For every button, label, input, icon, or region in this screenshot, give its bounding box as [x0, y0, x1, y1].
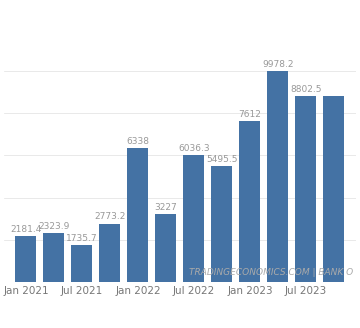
Text: TRADINGECONOMICS.COM | BANK O: TRADINGECONOMICS.COM | BANK O [189, 268, 353, 277]
Bar [156, 214, 176, 282]
Bar [127, 148, 148, 282]
Bar [184, 155, 204, 282]
Bar [15, 236, 36, 282]
Text: 6338: 6338 [126, 137, 149, 146]
Text: 3227: 3227 [155, 203, 177, 212]
Text: 2181.4: 2181.4 [10, 225, 42, 234]
Bar [296, 96, 316, 282]
Text: 7612: 7612 [239, 110, 261, 119]
Bar [99, 224, 121, 282]
Bar [211, 166, 233, 282]
Text: 8802.5: 8802.5 [290, 85, 322, 94]
Text: 2323.9: 2323.9 [38, 222, 70, 231]
Bar [324, 96, 345, 282]
Bar [72, 245, 93, 282]
Text: 1735.7: 1735.7 [66, 234, 98, 243]
Text: 5495.5: 5495.5 [206, 155, 238, 164]
Text: 9978.2: 9978.2 [262, 60, 294, 69]
Bar [239, 121, 261, 282]
Text: 2773.2: 2773.2 [94, 213, 126, 221]
Bar [44, 233, 64, 282]
Bar [267, 72, 288, 282]
Text: 6036.3: 6036.3 [178, 144, 210, 153]
